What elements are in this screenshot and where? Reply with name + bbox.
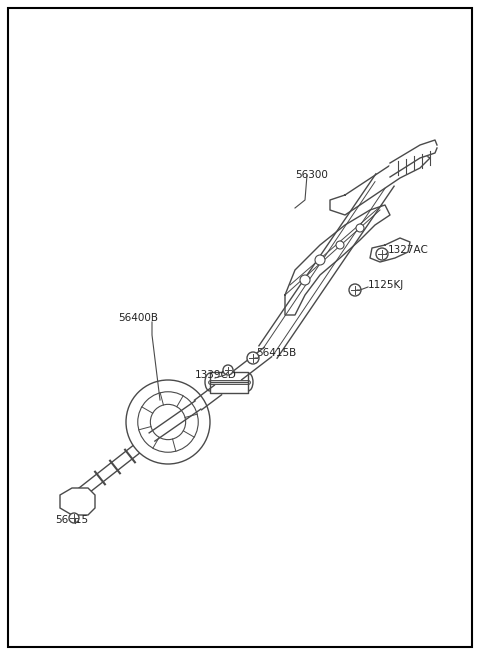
Circle shape: [126, 380, 210, 464]
Polygon shape: [330, 152, 430, 215]
Text: 1125KJ: 1125KJ: [368, 280, 404, 290]
Circle shape: [69, 513, 79, 523]
Text: 56415: 56415: [55, 515, 88, 525]
Circle shape: [138, 392, 198, 452]
Circle shape: [356, 224, 364, 232]
Text: 1327AC: 1327AC: [388, 245, 429, 255]
Circle shape: [150, 404, 186, 440]
Circle shape: [315, 255, 325, 265]
Polygon shape: [60, 488, 95, 515]
Circle shape: [300, 275, 310, 285]
Circle shape: [349, 284, 361, 296]
Circle shape: [376, 248, 388, 260]
Circle shape: [223, 365, 233, 375]
Circle shape: [336, 241, 344, 249]
Polygon shape: [285, 205, 390, 315]
Polygon shape: [370, 238, 410, 262]
Polygon shape: [210, 372, 248, 393]
Polygon shape: [390, 140, 437, 177]
Circle shape: [247, 352, 259, 364]
Text: 56300: 56300: [295, 170, 328, 180]
Text: 1339CD: 1339CD: [195, 370, 237, 380]
Text: 56400B: 56400B: [118, 313, 158, 323]
Text: 56415B: 56415B: [256, 348, 296, 358]
